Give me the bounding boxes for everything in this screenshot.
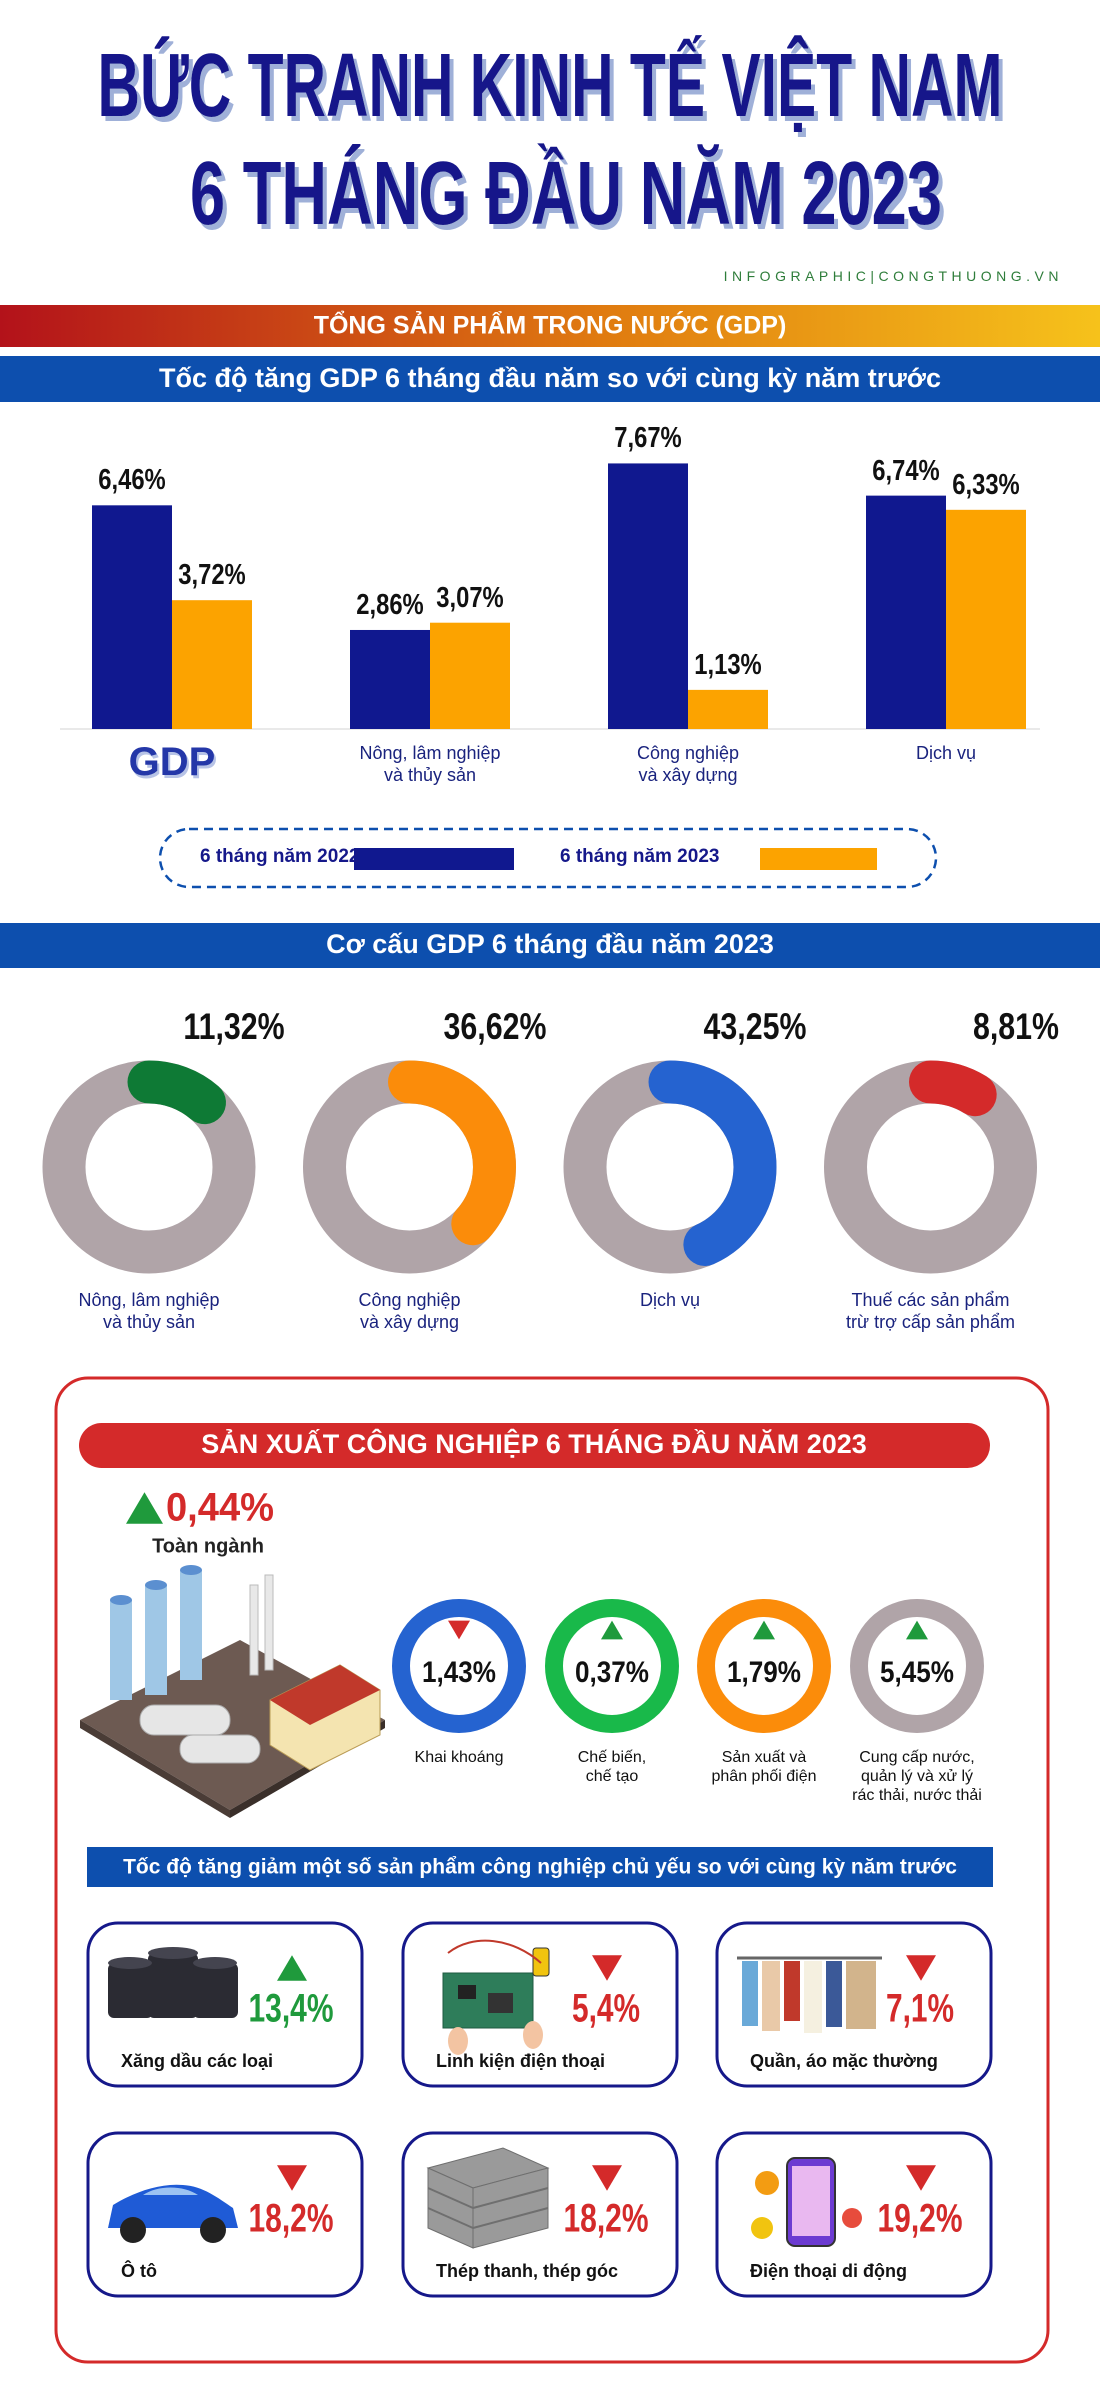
product-card: 18,2% Thép thanh, thép góc [401,2131,679,2298]
section-title: TỔNG SẢN PHẨM TRONG NƯỚC (GDP) [314,310,787,340]
product-name: Linh kiện điện thoại [436,2051,605,2071]
bar [946,509,1026,729]
donut-category-label: Nông, lâm nghiệp và thủy sản [78,1290,220,1332]
bar [866,495,946,729]
trend-arrow [601,1620,623,1640]
donut-category-label: Thuế các sản phẩm trừ trợ cấp sản phẩm [846,1290,1015,1332]
sector-label: Chế biến, chế tạo [577,1749,647,1786]
trend-arrow [277,1955,307,1981]
product-value: 13,4% [249,1987,334,2031]
bar-value-label: 3,72% [178,559,246,592]
product-name: Điện thoại di động [750,2261,907,2281]
bar [688,689,768,729]
product-value: 18,2% [564,2197,649,2241]
product-name: Quần, áo mặc thường [750,2051,938,2071]
donut-category-label: Dịch vụ [639,1290,701,1310]
overall-label: Toàn ngành [152,1535,264,1557]
sector-value: 0,37% [575,1656,649,1689]
legend-label: 6 tháng năm 2023 [560,846,720,867]
chart-title: Cơ cấu GDP 6 tháng đầu năm 2023 [326,929,774,959]
sector-label: Cung cấp nước, quản lý và xử lý rác thải… [852,1749,982,1805]
product-value: 19,2% [878,2197,963,2241]
sector-value: 1,79% [727,1656,801,1689]
industry-box [54,1376,1050,2364]
industry-banner [79,1423,990,1468]
product-card: 18,2% Ô tô [86,2131,364,2298]
sector-label: Khai khoáng [414,1749,504,1766]
donut-arc [824,1060,1037,1274]
product-name: Ô tô [121,2260,157,2281]
section-banner [0,305,1100,347]
bar-value-label: 6,74% [872,454,940,487]
bar [92,505,172,729]
bar-value-label: 6,46% [98,464,166,497]
donut-arc [42,1060,256,1274]
trend-arrow [448,1620,470,1640]
donut-value-label: 11,32% [183,1006,285,1047]
product-value: 18,2% [249,2197,334,2241]
trend-arrow [906,2165,936,2191]
donut-value-label: 43,25% [703,1006,807,1047]
bar [172,600,252,729]
donut-arc [303,1060,516,1274]
product-value: 7,1% [886,1987,954,2031]
product-card: 13,4% Xăng dầu các loại [86,1921,364,2088]
product-value: 5,4% [572,1987,640,2031]
title-banner [0,356,1100,402]
sector-label: Sản xuất và phân phối điện [711,1749,817,1786]
trend-arrow [753,1620,775,1640]
product-card: 19,2% Điện thoại di động [715,2131,993,2298]
industry-title: SẢN XUẤT CÔNG NGHIỆP 6 THÁNG ĐẦU NĂM 202… [201,1427,867,1459]
sector-ring [545,1599,679,1733]
trend-arrow [592,1955,622,1981]
sector-value: 5,45% [880,1656,954,1689]
trend-arrow [126,1492,163,1524]
donut-value-label: 8,81% [972,1006,1059,1047]
product-card: 5,4% Linh kiện điện thoại [401,1921,679,2088]
overall-value: 0,44% [166,1486,274,1530]
sector-ring [392,1599,526,1733]
bar-value-label: 1,13% [694,648,762,681]
bar-value-label: 2,86% [356,588,424,621]
product-name: Xăng dầu các loại [121,2051,273,2071]
sector-ring [850,1599,984,1733]
products-title: Tốc độ tăng giảm một số sản phẩm công ng… [123,1856,957,1879]
bar [608,463,688,729]
bar-value-label: 3,07% [436,581,504,614]
donut-value-label: 36,62% [443,1006,546,1047]
products-banner [87,1847,993,1887]
title-line: 6 THÁNG ĐẦU NĂM 2023 [190,142,942,244]
title-line: BỨC TRANH KINH TẾ VIỆT NAM [98,34,1003,136]
legend-swatch [760,848,877,870]
bar-value-label: 6,33% [952,468,1020,501]
legend-label: 6 tháng năm 2022 [200,846,360,867]
sector-value: 1,43% [422,1656,496,1689]
sector-ring [697,1599,831,1733]
chart-title: Tốc độ tăng GDP 6 tháng đầu năm so với c… [159,363,941,393]
donut-arc [563,1060,777,1274]
x-tick-label: Dịch vụ [915,743,977,763]
bar [350,629,430,729]
product-card: 7,1% Quần, áo mặc thường [715,1921,993,2088]
donut-category-label: Công nghiệp và xây dựng [358,1290,461,1332]
x-tick-label: Công nghiệp và xây dựng [636,743,740,785]
x-tick-label: GDP [128,740,216,784]
trend-arrow [906,1955,936,1981]
legend-swatch [354,848,514,870]
trend-arrow [277,2165,307,2191]
trend-arrow [906,1620,928,1640]
source: INFOGRAPHIC|CONGTHUONG.VN [723,268,1063,284]
trend-arrow [592,2165,622,2191]
product-name: Thép thanh, thép góc [436,2261,618,2281]
bar [430,622,510,729]
bar-value-label: 7,67% [614,422,682,455]
factory-illustration [80,1565,385,1818]
title-banner [0,923,1100,968]
x-tick-label: Nông, lâm nghiệp và thủy sản [359,743,501,785]
